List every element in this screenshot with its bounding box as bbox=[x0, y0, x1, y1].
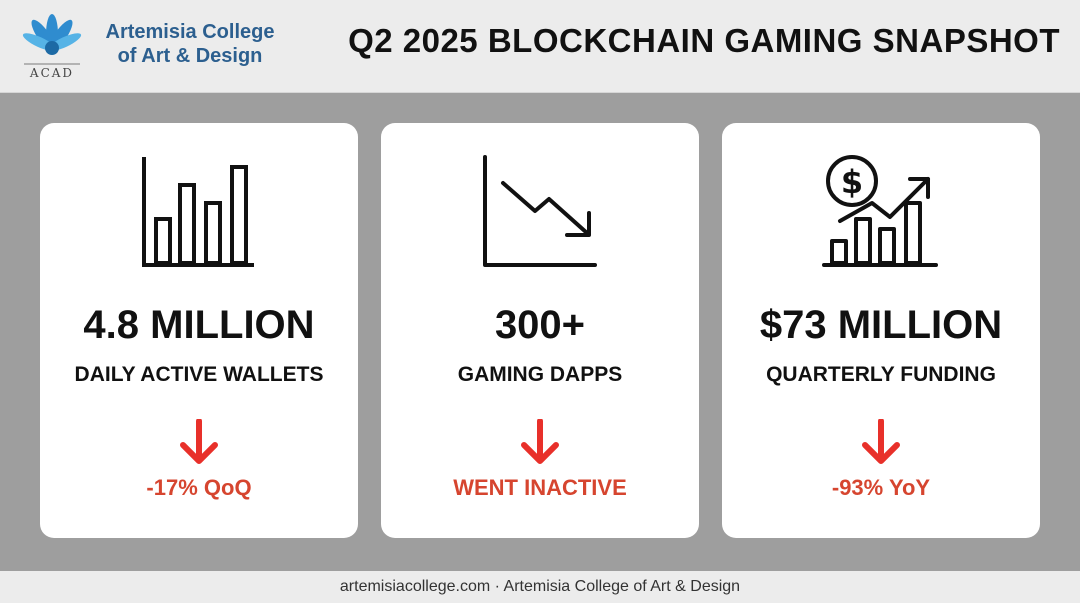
college-name-line2: of Art & Design bbox=[117, 45, 263, 67]
flower-logo-icon: ACAD bbox=[22, 14, 82, 80]
college-name: Artemisia College of Art & Design bbox=[90, 20, 290, 68]
footer-text[interactable]: artemisiacollege.com · Artemisia College… bbox=[339, 578, 741, 595]
bar-chart-icon bbox=[142, 157, 254, 267]
college-name-line1: Artemisia College bbox=[105, 21, 275, 43]
down-arrow-icon bbox=[180, 419, 218, 464]
stat-change: WENT INACTIVE bbox=[453, 475, 627, 500]
stat-card-dapps: 300+ GAMING DAPPS WENT INACTIVE bbox=[381, 123, 699, 538]
down-arrow-icon bbox=[862, 419, 900, 464]
funding-growth-icon: $ bbox=[822, 155, 938, 267]
stat-label: QUARTERLY FUNDING bbox=[766, 363, 996, 386]
stat-label: DAILY ACTIVE WALLETS bbox=[74, 363, 324, 386]
stat-value: 4.8 MILLION bbox=[83, 303, 315, 347]
stat-change: -93% YoY bbox=[831, 475, 931, 500]
stat-value: 300+ bbox=[494, 303, 586, 347]
stat-label: GAMING DAPPS bbox=[457, 363, 623, 386]
logo-abbrev: ACAD bbox=[29, 66, 74, 80]
stat-value: $73 MILLION bbox=[759, 303, 1003, 347]
down-arrow-icon bbox=[521, 419, 559, 464]
page-title: Q2 2025 BLOCKCHAIN GAMING SNAPSHOT bbox=[348, 22, 1060, 59]
declining-line-chart-icon bbox=[483, 155, 597, 267]
stat-change: -17% QoQ bbox=[146, 475, 252, 500]
footer: artemisiacollege.com · Artemisia College… bbox=[0, 571, 1080, 603]
header: ACAD Artemisia College of Art & Design Q… bbox=[0, 0, 1080, 93]
svg-text:$: $ bbox=[841, 163, 863, 201]
stat-card-funding: $ $73 MILLION QUARTERLY FUNDING -93% YoY bbox=[722, 123, 1040, 538]
stat-card-wallets: 4.8 MILLION DAILY ACTIVE WALLETS -17% Qo… bbox=[40, 123, 358, 538]
